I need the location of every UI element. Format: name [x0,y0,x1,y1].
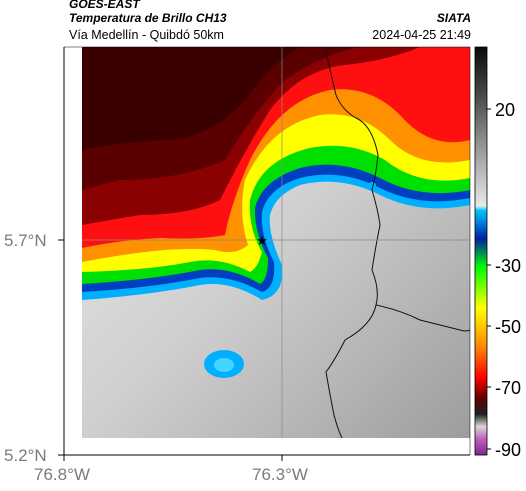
colorbar-tick-5: -90 [495,440,521,460]
colorbar-tick-1: 20 [495,100,515,120]
colorbar-tick-3: -50 [495,317,521,337]
colorbar [474,46,488,456]
brightness-field [82,47,470,438]
product-title: Temperatura de Brillo CH13 [69,11,227,25]
lon-label-2: 76.3°W [252,465,308,484]
colorbar-tick-4: -70 [495,378,521,398]
lat-label-1: 5.7°N [4,231,47,250]
route-subtitle: Vía Medellín - Quibdó 50km [69,28,224,42]
timestamp-label: 2024-04-25 21:49 [372,28,471,42]
coastline [324,47,381,438]
star-icon: ★ [256,234,268,249]
colorbar-tick-2: -30 [495,256,521,276]
lat-label-2: 5.2°N [4,446,47,465]
organization-label: SIATA [436,11,471,25]
satellite-title: GOES-EAST [69,0,140,11]
lon-label-1: 76.8°W [34,465,90,484]
